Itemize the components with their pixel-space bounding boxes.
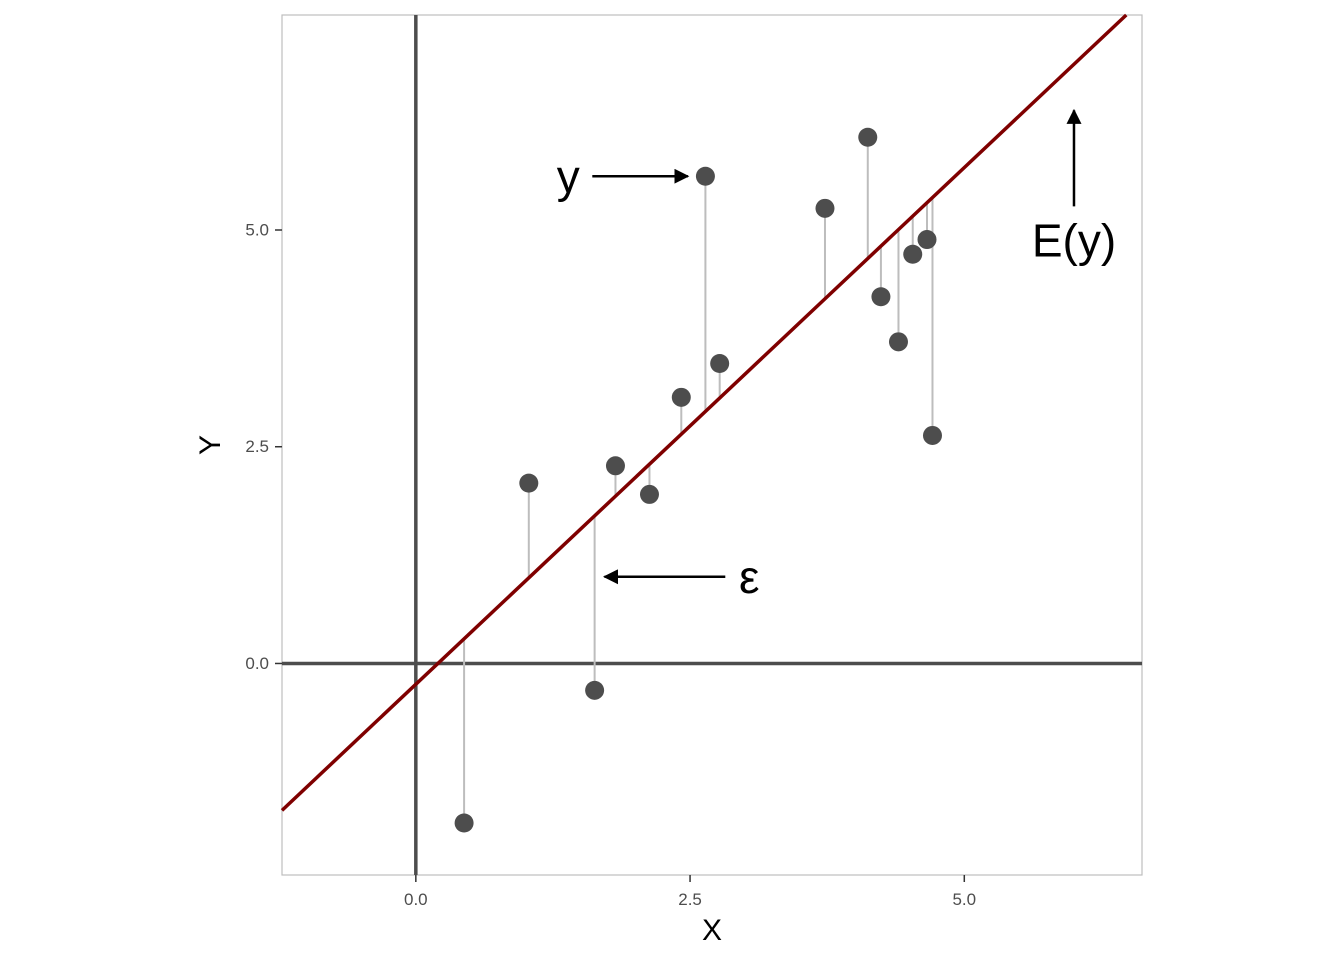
x-axis-title: X <box>702 914 722 947</box>
data-point-9 <box>858 127 878 147</box>
data-point-12 <box>903 244 923 264</box>
regression-line-group <box>280 13 1128 812</box>
data-points <box>454 127 942 833</box>
data-point-0 <box>454 813 474 833</box>
data-point-13 <box>917 230 937 250</box>
data-point-1 <box>519 473 539 493</box>
data-point-6 <box>695 166 715 186</box>
annotation-label-0: y <box>557 150 580 202</box>
data-point-11 <box>888 332 908 352</box>
data-point-2 <box>585 680 605 700</box>
x-tick-label-2: 5.0 <box>952 890 976 909</box>
x-axis-ticks: 0.0 2.5 5.0 <box>404 875 976 909</box>
annotation-label-2: E(y) <box>1032 214 1116 266</box>
y-tick-label-0: 0.0 <box>245 654 269 673</box>
regression-line <box>280 13 1128 812</box>
y-axis-title: Y <box>194 435 227 455</box>
data-point-5 <box>671 387 691 407</box>
x-tick-label-0: 0.0 <box>404 890 428 909</box>
data-point-4 <box>639 484 659 504</box>
data-point-8 <box>815 198 835 218</box>
y-axis-ticks: 0.0 2.5 5.0 <box>245 221 282 673</box>
data-point-7 <box>710 354 730 374</box>
y-tick-label-1: 2.5 <box>245 437 269 456</box>
x-tick-label-1: 2.5 <box>678 890 702 909</box>
y-tick-label-2: 5.0 <box>245 221 269 240</box>
data-point-10 <box>871 287 891 307</box>
plot-panel <box>281 14 1143 876</box>
annotation-label-1: ε <box>739 551 760 603</box>
data-point-14 <box>922 425 942 445</box>
reference-lines <box>282 15 1142 875</box>
annotations: y ε E(y) <box>557 108 1116 603</box>
data-point-3 <box>605 456 625 476</box>
